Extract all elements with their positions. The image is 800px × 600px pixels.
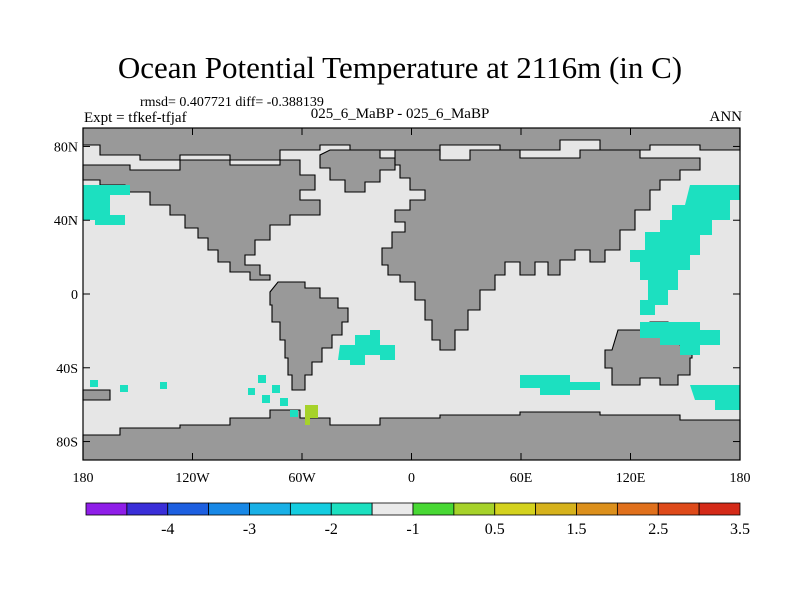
y-tick-label: 40N	[54, 214, 78, 229]
colorbar-swatch	[330, 502, 373, 516]
colorbar-swatch	[85, 502, 128, 516]
colorbar-swatch	[208, 502, 250, 516]
colorbar-swatch	[535, 502, 577, 516]
colorbar-label: 1.5	[567, 521, 587, 538]
plot-title: Ocean Potential Temperature at 2116m (in…	[117, 50, 683, 85]
colorbar-label: 0.5	[485, 521, 505, 538]
colorbar-swatch	[249, 502, 291, 516]
anomaly-southern-pacific	[690, 385, 740, 410]
y-tick-label: 80N	[54, 140, 78, 155]
anomaly-north-pacific-west	[83, 185, 130, 225]
colorbar-label: 3.5	[730, 521, 750, 538]
x-tick-label: 180	[73, 471, 94, 486]
y-tick-label: 0	[71, 288, 78, 303]
stats-label: rmsd= 0.407721 diff= -0.388139	[140, 95, 324, 110]
colorbar-swatch	[576, 502, 618, 516]
colorbar-swatch	[167, 502, 210, 516]
land-masses	[82, 127, 741, 461]
anomaly-east-australia	[640, 322, 720, 355]
colorbar-swatch	[494, 502, 537, 516]
colorbar-label: -4	[161, 521, 174, 538]
colorbar-swatch	[616, 502, 659, 516]
y-tick-label: 40S	[56, 362, 78, 377]
case-label: 025_6_MaBP - 025_6_MaBP	[310, 106, 490, 122]
anomaly-southern-indian	[520, 375, 600, 395]
colorbar-label: -3	[243, 521, 256, 538]
colorbar-swatch	[657, 502, 700, 516]
colorbar-swatch	[289, 502, 332, 516]
colorbar-swatch	[126, 502, 169, 516]
colorbar-swatch	[698, 502, 741, 516]
greenland	[319, 149, 396, 193]
anomaly-sw-pacific-small	[90, 380, 167, 392]
anomaly-patches	[83, 185, 740, 417]
colorbar-label: 2.5	[648, 521, 668, 538]
colorbar-swatch	[371, 502, 414, 516]
anomaly-south-atlantic	[338, 330, 395, 365]
antarctica	[82, 409, 741, 461]
colorbar-swatch	[453, 502, 496, 516]
season-label: ANN	[709, 109, 743, 125]
colorbar-label: -1	[406, 521, 419, 538]
south-america	[269, 281, 349, 391]
x-tick-label: 0	[408, 471, 415, 486]
experiment-label: Expt = tfkef-tfjaf	[84, 110, 187, 126]
north-america	[82, 159, 321, 281]
map-ticks: 180 120W 60W 0 60E 120E 180 80N 40N 0 40S 80S	[54, 128, 751, 486]
anomaly-west-pacific	[630, 185, 740, 315]
colorbar-swatch	[412, 502, 455, 516]
anomaly-positive-weddell	[305, 405, 318, 425]
colorbar: -4 -3 -2 -1 0.5 1.5 2.5 3.5	[85, 502, 750, 538]
x-tick-label: 60W	[288, 471, 316, 486]
y-tick-label: 80S	[56, 436, 78, 451]
kerguelen-island	[82, 389, 111, 401]
x-tick-label: 180	[730, 471, 751, 486]
eurasia-africa	[381, 149, 701, 351]
x-tick-label: 60E	[510, 471, 533, 486]
anomaly-drake-1	[248, 375, 298, 417]
x-tick-label: 120E	[616, 471, 646, 486]
x-tick-label: 120W	[175, 471, 210, 486]
colorbar-label: -2	[325, 521, 338, 538]
